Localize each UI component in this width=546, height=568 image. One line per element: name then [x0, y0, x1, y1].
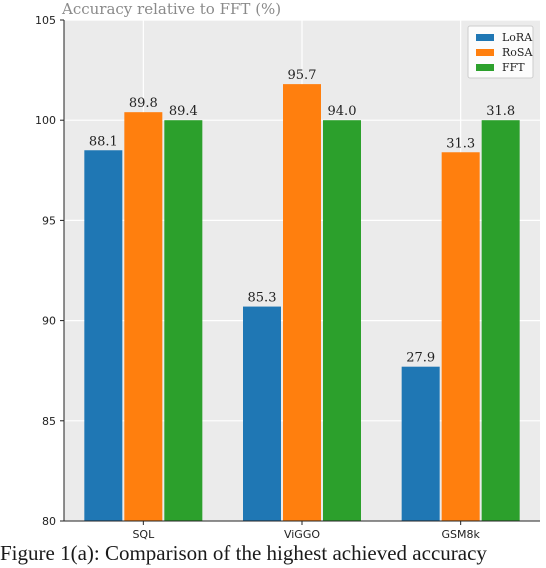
- legend: LoRA RoSA FFT: [467, 25, 534, 79]
- y-tick-label: 85: [42, 415, 56, 428]
- bar-fft-sql: [164, 120, 203, 521]
- bar-rosa-sql: [124, 112, 163, 522]
- data-label: 88.1: [89, 134, 118, 149]
- bar-fft-gsm8k: [481, 120, 520, 521]
- data-label: 31.8: [486, 104, 515, 119]
- x-tick-label: GSM8k: [441, 528, 480, 541]
- data-label: 31.3: [446, 136, 475, 151]
- legend-label-fft: FFT: [502, 61, 525, 74]
- bar-fft-viggo: [323, 120, 361, 521]
- y-axis-ticks: 80 85 90 95 100 105: [35, 14, 64, 528]
- bar-lora-gsm8k: [401, 366, 440, 521]
- x-tick-label: SQL: [132, 528, 155, 541]
- y-tick-label: 95: [42, 214, 56, 227]
- legend-swatch-lora: [476, 34, 494, 41]
- y-tick-label: 90: [42, 315, 56, 328]
- figure-caption: Figure 1(a): Comparison of the highest a…: [0, 541, 487, 565]
- bar-rosa-viggo: [283, 84, 321, 522]
- data-label: 89.8: [129, 96, 158, 111]
- data-label: 85.3: [248, 291, 277, 306]
- legend-label-lora: LoRA: [502, 31, 533, 44]
- chart-title: Accuracy relative to FFT (%): [61, 0, 281, 18]
- legend-label-rosa: RoSA: [502, 46, 533, 59]
- data-labels: 88.1 89.8 89.4 85.3 95.7 94.0 27.9 31.3 31.8: [89, 68, 515, 366]
- bar-rosa-gsm8k: [441, 152, 480, 522]
- x-axis-ticks: SQL ViGGO GSM8k: [132, 521, 480, 541]
- y-tick-label: 100: [35, 114, 56, 127]
- bar-lora-sql: [84, 150, 123, 521]
- data-label: 95.7: [288, 68, 317, 83]
- bars: [84, 84, 520, 522]
- legend-swatch-fft: [476, 64, 494, 71]
- data-label: 94.0: [328, 104, 357, 119]
- y-tick-label: 80: [42, 515, 56, 528]
- bar-lora-viggo: [243, 306, 281, 521]
- x-tick-label: ViGGO: [284, 528, 320, 541]
- data-label: 89.4: [169, 104, 198, 119]
- data-label: 27.9: [406, 351, 435, 366]
- legend-swatch-rosa: [476, 49, 494, 56]
- y-tick-label: 105: [35, 14, 56, 27]
